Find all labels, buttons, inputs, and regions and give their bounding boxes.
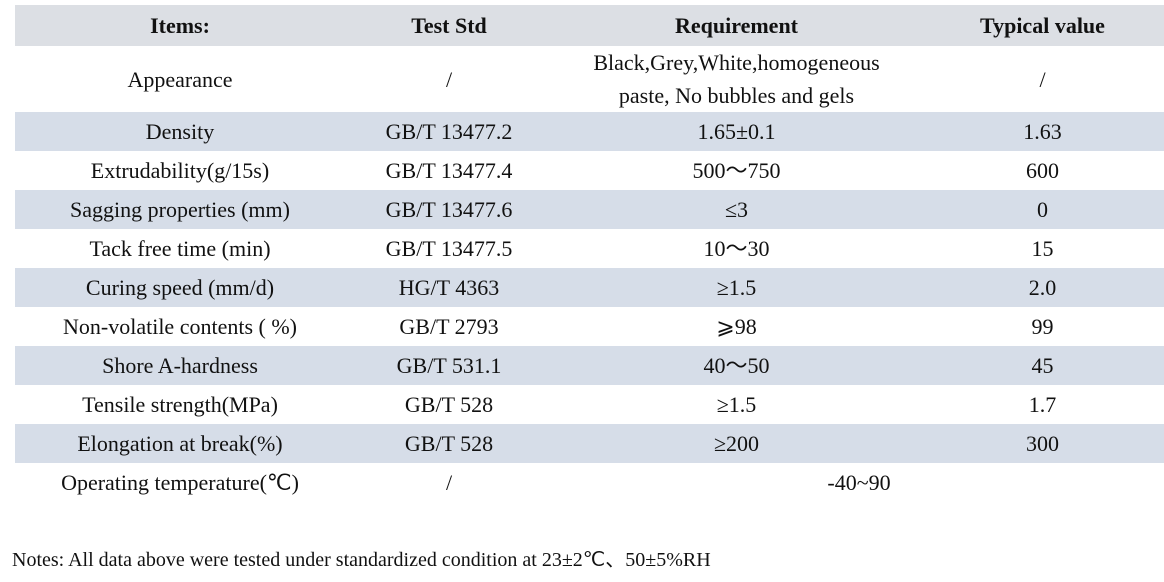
table-cell: ⩾98 (716, 314, 757, 339)
table-cell: ≥1.5 (716, 392, 757, 417)
table-cell: GB/T 2793 (399, 314, 499, 339)
table-row: Density GB/T 13477.2 1.65±0.1 1.63 (15, 112, 1164, 151)
header-cell: Items: (15, 5, 345, 46)
table-body: Appearance / Black,Grey,White,homogeneous … (15, 46, 1164, 502)
table-cell: Sagging properties (mm) (15, 190, 345, 229)
table-row: Tensile strength(MPa) GB/T 528 ≥1.5 1.7 (15, 385, 1164, 424)
table-row: Tack free time (min) GB/T 13477.5 10～30 15 (15, 229, 1164, 268)
table-cell: Black,Grey,White,homogeneous paste, No b… (593, 50, 880, 108)
table-cell: Non-volatile contents ( %) (63, 314, 297, 339)
table-cell: 2.0 (920, 268, 1164, 307)
table-cell: 99 (1031, 314, 1054, 339)
table-cell: ≥1.5 (553, 268, 920, 307)
table-cell: 15 (1031, 236, 1054, 261)
table-cell: GB/T 13477.6 (345, 190, 553, 229)
table-cell: Tensile strength(MPa) (82, 392, 278, 417)
table-cell: 1.7 (1028, 392, 1057, 417)
table-row: Sagging properties (mm) GB/T 13477.6 ≤3 0 (15, 190, 1164, 229)
table-cell: GB/T 528 (404, 392, 494, 417)
table-cell: 1.65±0.1 (553, 112, 920, 151)
table-cell: 10～30 (703, 236, 770, 261)
table-cell: / (445, 470, 453, 495)
table-cell: Shore A-hardness (15, 346, 345, 385)
table-cell: ≥200 (553, 424, 920, 463)
table-cell: GB/T 13477.2 (345, 112, 553, 151)
table-cell: 300 (920, 424, 1164, 463)
table-cell: Elongation at break(%) (15, 424, 345, 463)
table-cell: Extrudability(g/15s) (90, 158, 270, 183)
table-cell: GB/T 13477.5 (385, 236, 513, 261)
table-cell: 45 (920, 346, 1164, 385)
table-cell: Tack free time (min) (89, 236, 271, 261)
table-row: Elongation at break(%) GB/T 528 ≥200 300 (15, 424, 1164, 463)
table-cell: Density (15, 112, 345, 151)
header-cell: Requirement (553, 5, 920, 46)
table-cell: 500～750 (692, 158, 781, 183)
table-row: Extrudability(g/15s) GB/T 13477.4 500～750 6… (15, 151, 1164, 190)
table-row: Appearance / Black,Grey,White,homogeneous … (15, 46, 1164, 112)
table-cell: Appearance (127, 66, 233, 92)
table-cell: / (1039, 66, 1046, 92)
spec-table: Items: Test Std Requirement Typical value A… (15, 5, 1164, 502)
table-cell: 40～50 (553, 346, 920, 385)
header-cell: Typical value (920, 5, 1164, 46)
table-cell: Curing speed (mm/d) (15, 268, 345, 307)
table-row: Shore A-hardness GB/T 531.1 40～50 45 (15, 346, 1164, 385)
table-cell: -40~90 (827, 470, 891, 495)
table-row: Non-volatile contents ( %) GB/T 2793 ⩾98 99 (15, 307, 1164, 346)
table-cell: 0 (920, 190, 1164, 229)
table-cell: 600 (1026, 158, 1059, 183)
notes: Notes: All data above were tested under … (12, 549, 711, 571)
table-row: Curing speed (mm/d) HG/T 4363 ≥1.5 2.0 (15, 268, 1164, 307)
table-row: Operating temperature(℃) / -40~90 (15, 463, 1164, 502)
table-cell: GB/T 531.1 (345, 346, 553, 385)
table-cell: HG/T 4363 (345, 268, 553, 307)
table-cell: GB/T 13477.4 (385, 158, 513, 183)
table-cell: 1.63 (920, 112, 1164, 151)
header-cell: Test Std (345, 5, 553, 46)
table-cell: ≤3 (553, 190, 920, 229)
table-cell: GB/T 528 (345, 424, 553, 463)
table-cell: Operating temperature(℃) (61, 470, 299, 495)
header-row: Items: Test Std Requirement Typical value (15, 5, 1164, 46)
table-cell: / (445, 66, 453, 92)
